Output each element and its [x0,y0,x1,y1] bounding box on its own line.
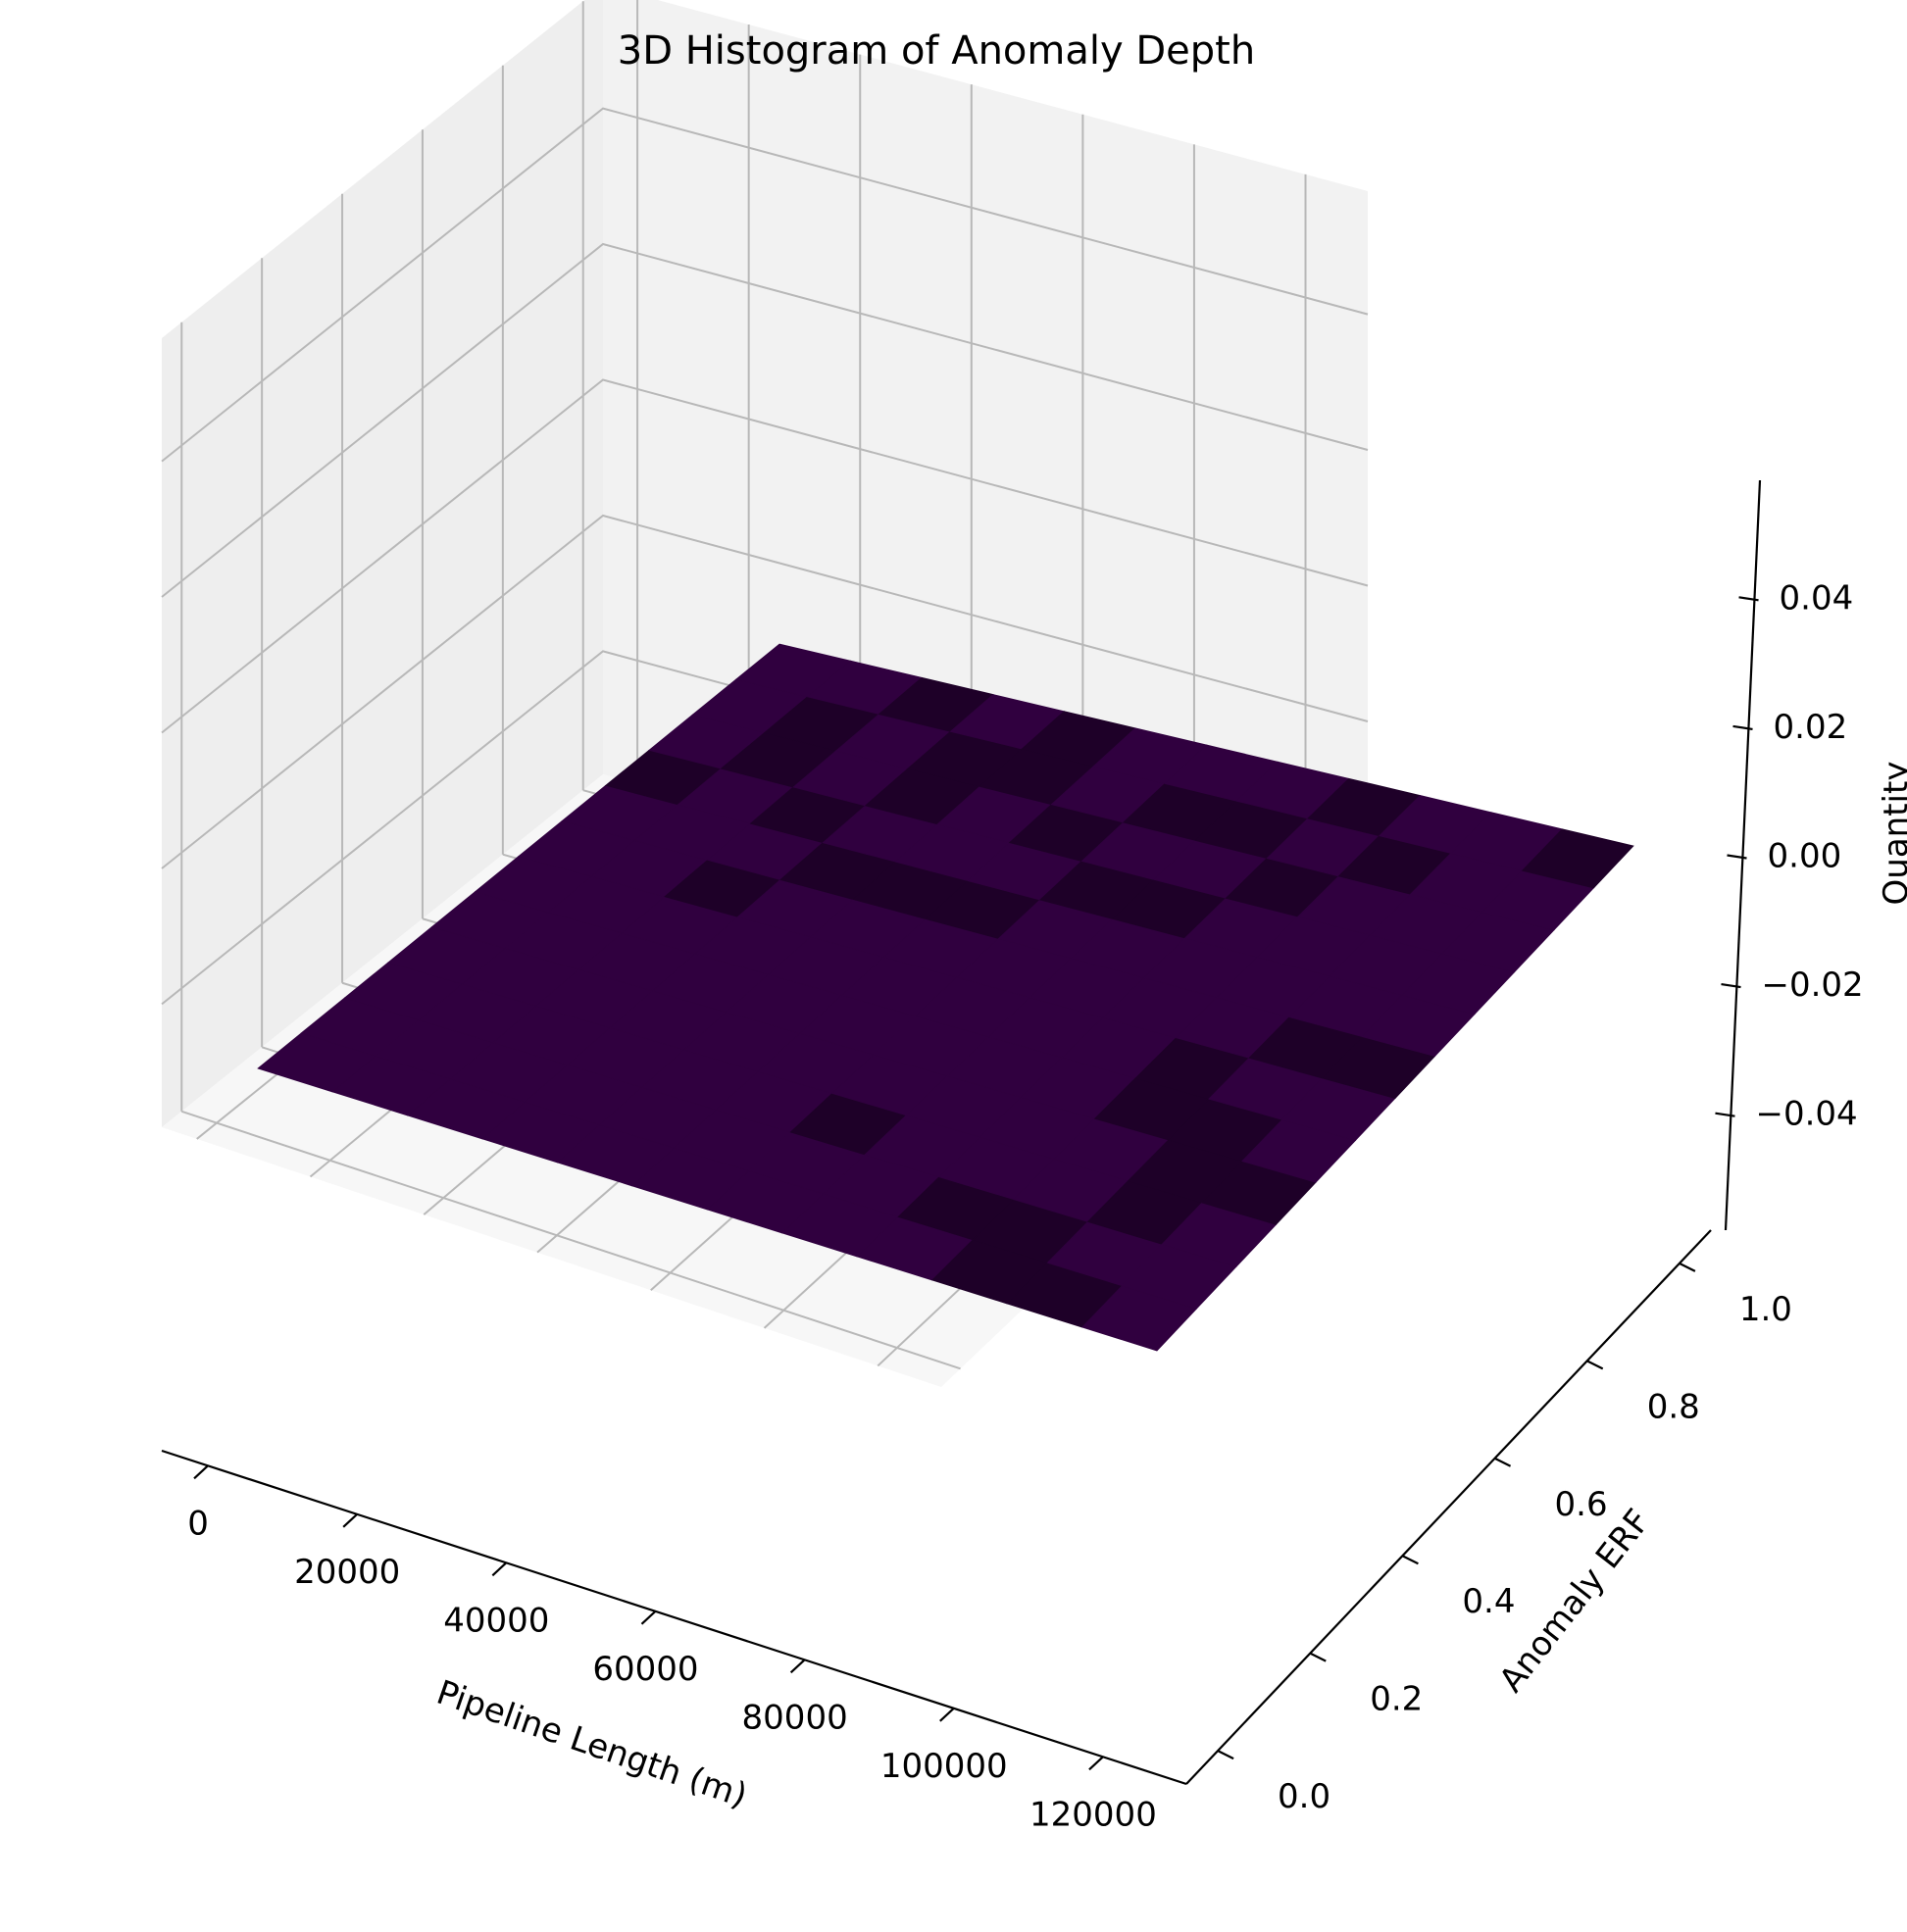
z-tick-mark [1721,982,1741,989]
z-tick-mark [1727,854,1747,860]
z-tick-label: −0.04 [1755,1095,1857,1134]
y-tick-mark [1679,1262,1696,1272]
y-tick-label: 0.0 [1278,1777,1330,1816]
x-tick-mark [939,1708,955,1722]
z-tick-label: −0.02 [1761,966,1863,1005]
x-tick-mark [789,1659,806,1674]
histogram-bar [1521,828,1634,889]
histogram-bars [257,643,1634,1352]
z-tick-label: 0.00 [1768,837,1842,876]
y-tick-label: 0.8 [1647,1387,1700,1426]
y-tick-label: 0.6 [1555,1485,1608,1524]
x-tick-label: 0 [187,1504,209,1543]
x-tick-label: 20000 [294,1553,400,1592]
y-tick-label: 0.2 [1370,1680,1423,1719]
x-tick-mark [1088,1756,1104,1771]
z-tick-mark [1738,596,1759,602]
z-axis-label: Quantity [1877,762,1907,906]
y-tick-mark [1401,1555,1419,1565]
y-tick-label: 0.4 [1462,1582,1515,1621]
z-tick-mark [1715,1112,1735,1117]
x-tick-label: 120000 [1029,1795,1157,1834]
z-tick-mark [1732,724,1753,731]
x-tick-label: 100000 [880,1747,1008,1786]
x-tick-mark [342,1512,358,1528]
y-axis-line [1185,1229,1712,1785]
grid-line-z [161,378,1369,734]
grid-line-z [161,107,1369,463]
x-tick-label: 80000 [742,1698,848,1737]
axis-lines [161,479,1762,1786]
grid-line-y-floor [180,1110,961,1370]
left-pane [162,0,603,1127]
y-axis-label: Anomaly ERF [1491,1502,1658,1700]
y-tick-mark [1217,1750,1234,1760]
x-tick-mark [640,1610,657,1625]
z-axis-line [1724,479,1762,1231]
grid-line-z [161,514,1369,869]
tick-labels: 0 20000 40000 60000 80000 100000 120000 0.0 0.2 0… [187,578,1863,1834]
grid-line-z [161,242,1369,598]
y-tick-mark [1586,1360,1604,1370]
y-tick-mark [1309,1652,1327,1662]
x-tick-mark [193,1464,209,1480]
x-tick-mark [491,1561,508,1577]
x-tick-label: 60000 [592,1650,698,1689]
chart-title: 3D Histogram of Anomaly Depth [618,28,1255,74]
z-tick-label: 0.02 [1774,708,1848,747]
x-axis-label: Pipeline Length (m) [431,1673,752,1816]
z-tick-label: 0.04 [1780,578,1854,618]
x-axis-line [161,1449,1187,1786]
y-tick-mark [1494,1457,1512,1467]
y-tick-label: 1.0 [1739,1290,1792,1329]
x-tick-label: 40000 [443,1601,549,1640]
